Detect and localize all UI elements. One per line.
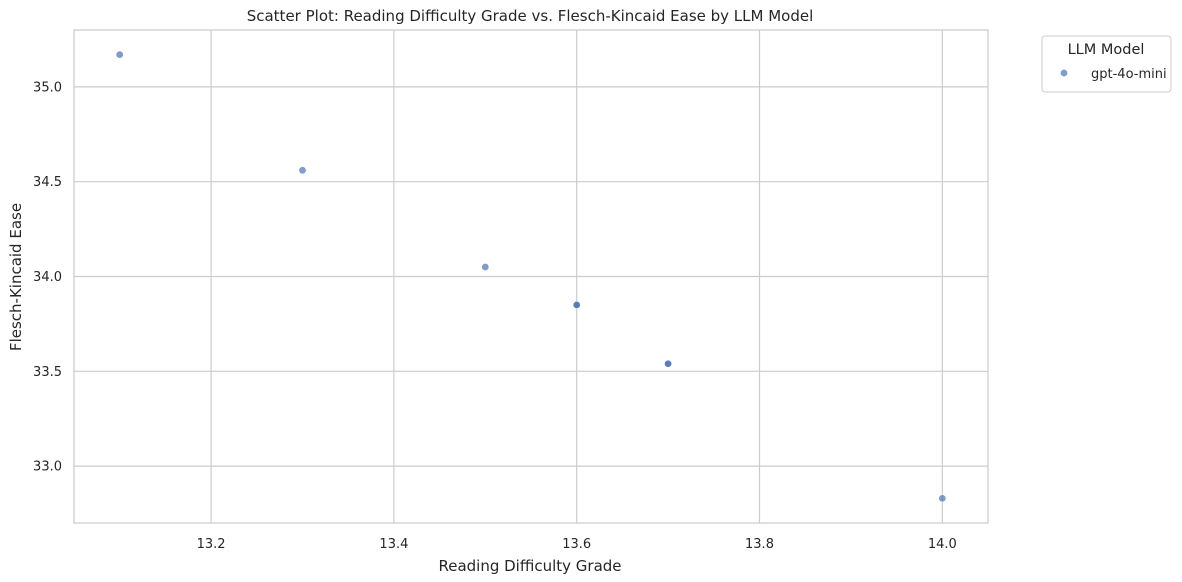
data-point: [938, 494, 947, 503]
data-point: [115, 50, 124, 59]
data-points: [115, 50, 947, 503]
y-tick-label: 35.0: [33, 80, 62, 95]
legend-marker: [1060, 69, 1069, 78]
x-tick-label: 13.6: [562, 537, 591, 552]
legend-entry-label: gpt-4o-mini: [1091, 67, 1167, 82]
legend: LLM Model gpt-4o-mini: [1041, 35, 1172, 93]
y-tick-label: 34.5: [33, 175, 62, 190]
x-axis-label: Reading Difficulty Grade: [438, 557, 621, 575]
x-tick-label: 13.8: [745, 537, 774, 552]
y-axis-label: Flesch-Kincaid Ease: [7, 203, 25, 351]
legend-box: [1041, 35, 1172, 93]
y-tick-label: 33.0: [33, 460, 62, 475]
x-tick-label: 14.0: [928, 537, 957, 552]
x-tick-label: 13.4: [379, 537, 408, 552]
x-tick-label: 13.2: [197, 537, 226, 552]
data-point: [664, 359, 673, 368]
data-point: [572, 300, 581, 309]
data-point: [298, 166, 307, 175]
legend-title: LLM Model: [1068, 42, 1145, 58]
x-tick-labels: 13.2 13.4 13.6 13.8 14.0: [197, 537, 957, 552]
data-point: [481, 263, 490, 272]
grid: [74, 30, 988, 523]
y-tick-label: 34.0: [33, 270, 62, 285]
y-tick-labels: 33.0 33.5 34.0 34.5 35.0: [33, 80, 62, 474]
chart-title: Scatter Plot: Reading Difficulty Grade v…: [247, 7, 814, 25]
plot-frame: [73, 29, 989, 524]
y-tick-label: 33.5: [33, 365, 62, 380]
